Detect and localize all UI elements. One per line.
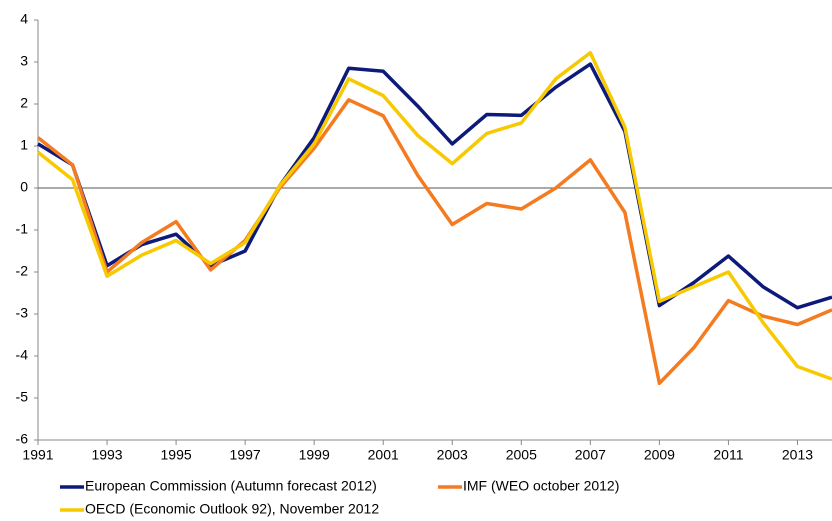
series-line bbox=[37, 62, 832, 310]
x-tick-label: 2005 bbox=[506, 447, 537, 463]
legend-label: IMF (WEO october 2012) bbox=[463, 478, 619, 494]
x-tick-label: 2001 bbox=[368, 447, 399, 463]
x-tick-label: 2013 bbox=[782, 447, 813, 463]
x-tick-label: 1999 bbox=[299, 447, 330, 463]
y-tick-label: -6 bbox=[16, 431, 29, 447]
y-tick-label: 0 bbox=[20, 179, 28, 195]
x-tick-label: 1993 bbox=[91, 447, 122, 463]
y-tick-label: -4 bbox=[16, 347, 29, 363]
x-tick-label: 2007 bbox=[575, 447, 606, 463]
legend-label: European Commission (Autumn forecast 201… bbox=[85, 478, 377, 494]
x-tick-label: 2009 bbox=[644, 447, 675, 463]
series-line bbox=[36, 98, 832, 386]
x-tick-label: 2003 bbox=[437, 447, 468, 463]
x-tick-label: 1997 bbox=[230, 447, 261, 463]
legend-label: OECD (Economic Outlook 92), November 201… bbox=[85, 501, 379, 517]
y-tick-label: -1 bbox=[16, 221, 29, 237]
y-tick-label: 3 bbox=[20, 53, 28, 69]
x-tick-label: 1995 bbox=[161, 447, 192, 463]
y-tick-label: 2 bbox=[20, 95, 28, 111]
y-tick-label: -2 bbox=[16, 263, 29, 279]
y-tick-label: -5 bbox=[16, 389, 29, 405]
x-tick-label: 2011 bbox=[713, 447, 743, 463]
y-tick-label: 4 bbox=[20, 11, 28, 27]
y-tick-label: -3 bbox=[16, 305, 29, 321]
x-tick-label: 1991 bbox=[22, 447, 53, 463]
series-line bbox=[36, 51, 832, 381]
y-tick-label: 1 bbox=[20, 137, 28, 153]
